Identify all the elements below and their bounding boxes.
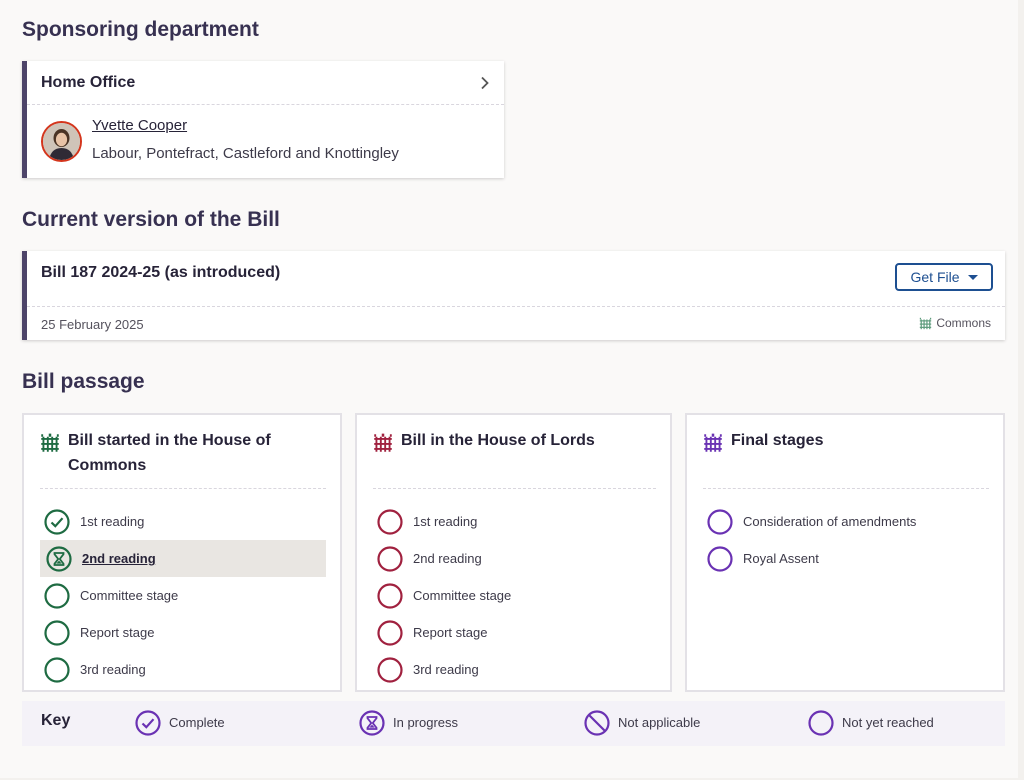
stage-item: 3rd reading	[371, 651, 656, 688]
empty-circle-icon	[808, 710, 834, 736]
stage-label: Committee stage	[80, 588, 179, 603]
empty-circle-icon	[377, 582, 403, 609]
empty-circle-icon	[44, 582, 70, 609]
stage-item: 1st reading	[371, 503, 656, 540]
department-link[interactable]: Home Office	[27, 61, 504, 105]
hourglass-circle-icon	[359, 710, 385, 736]
empty-circle-icon	[707, 545, 733, 572]
commons-panel-title: Bill started in the House of Commons	[68, 432, 271, 474]
stage-label: 2nd reading	[413, 551, 482, 566]
portcullis-icon	[41, 433, 59, 452]
stage-item: Committee stage	[371, 577, 656, 614]
caret-down-icon	[967, 274, 978, 280]
department-card: Home Office Yvette Cooper Labour, Pontef…	[22, 61, 504, 178]
stage-item[interactable]: 2nd reading	[40, 540, 326, 577]
bill-version-card: Bill 187 2024-25 (as introduced) Get Fil…	[22, 251, 1005, 340]
sponsoring-department-heading: Sponsoring department	[22, 18, 259, 41]
status-key: Key Complete In progress Not applicable …	[22, 701, 1005, 746]
hourglass-circle-icon	[46, 545, 72, 572]
stage-item: Royal Assent	[701, 540, 989, 577]
lords-stage-list: 1st reading 2nd reading Committee stage Rep…	[357, 503, 670, 688]
empty-circle-icon	[707, 508, 733, 535]
bill-passage-heading: Bill passage	[22, 370, 145, 393]
empty-circle-icon	[377, 619, 403, 646]
get-file-label: Get File	[910, 269, 960, 285]
stage-item: Report stage	[371, 614, 656, 651]
stage-label: Report stage	[413, 625, 488, 640]
stage-label: Royal Assent	[743, 551, 819, 566]
member-avatar	[41, 121, 82, 162]
current-version-heading: Current version of the Bill	[22, 208, 280, 231]
empty-circle-icon	[44, 656, 70, 683]
final-stage-list: Consideration of amendments Royal Assent	[687, 503, 1003, 577]
stage-item: Committee stage	[38, 577, 326, 614]
commons-stage-list: 1st reading 2nd reading Committee stage Rep…	[24, 503, 340, 688]
portcullis-icon	[920, 317, 932, 329]
empty-circle-icon	[377, 545, 403, 572]
member-name-link[interactable]: Yvette Cooper	[92, 117, 188, 134]
chevron-right-icon	[481, 76, 489, 89]
house-label: Commons	[936, 316, 991, 330]
stage-label: Report stage	[80, 625, 155, 640]
member-party: Labour, Pontefract, Castleford and Knott…	[92, 145, 399, 162]
member-row: Yvette Cooper Labour, Pontefract, Castle…	[27, 105, 504, 162]
empty-circle-icon	[377, 508, 403, 535]
empty-circle-icon	[44, 619, 70, 646]
bill-title: Bill 187 2024-25 (as introduced)	[41, 264, 281, 281]
key-item-not-applicable: Not applicable	[584, 710, 700, 741]
stage-label: Committee stage	[413, 588, 512, 603]
key-label: Not applicable	[618, 715, 701, 730]
empty-circle-icon	[377, 656, 403, 683]
check-circle-icon	[44, 508, 70, 535]
stage-label: 3rd reading	[413, 662, 479, 677]
key-label: Not yet reached	[842, 715, 934, 730]
key-label: In progress	[393, 715, 459, 730]
commons-stages-panel: Bill started in the House of Commons 1st…	[22, 413, 342, 692]
key-label: Complete	[169, 715, 225, 730]
get-file-button[interactable]: Get File	[895, 263, 993, 291]
stage-label: Consideration of amendments	[743, 514, 917, 529]
stage-item: 2nd reading	[371, 540, 656, 577]
key-item-in-progress: In progress	[359, 710, 458, 741]
stage-item: 3rd reading	[38, 651, 326, 688]
final-stages-panel: Final stages Consideration of amendments…	[685, 413, 1005, 692]
stage-label[interactable]: 2nd reading	[82, 551, 156, 566]
stage-item: Report stage	[38, 614, 326, 651]
department-name: Home Office	[41, 73, 136, 91]
stage-item: Consideration of amendments	[701, 503, 989, 540]
lords-stages-panel: Bill in the House of Lords 1st reading 2n…	[355, 413, 672, 692]
stage-label: 3rd reading	[80, 662, 146, 677]
stage-label: 1st reading	[413, 514, 478, 529]
house-badge: Commons	[919, 316, 991, 330]
portcullis-icon	[374, 433, 392, 452]
stage-label: 1st reading	[80, 514, 145, 529]
key-title: Key	[41, 712, 71, 729]
portcullis-icon	[704, 433, 722, 452]
key-item-complete: Complete	[135, 710, 225, 741]
bill-date: 25 February 2025	[41, 317, 144, 332]
lords-panel-title: Bill in the House of Lords	[401, 432, 595, 449]
check-circle-icon	[135, 710, 161, 736]
prohibited-circle-icon	[584, 710, 610, 736]
key-item-not-yet-reached: Not yet reached	[808, 710, 934, 741]
stage-item: 1st reading	[38, 503, 326, 540]
final-panel-title: Final stages	[731, 432, 824, 449]
